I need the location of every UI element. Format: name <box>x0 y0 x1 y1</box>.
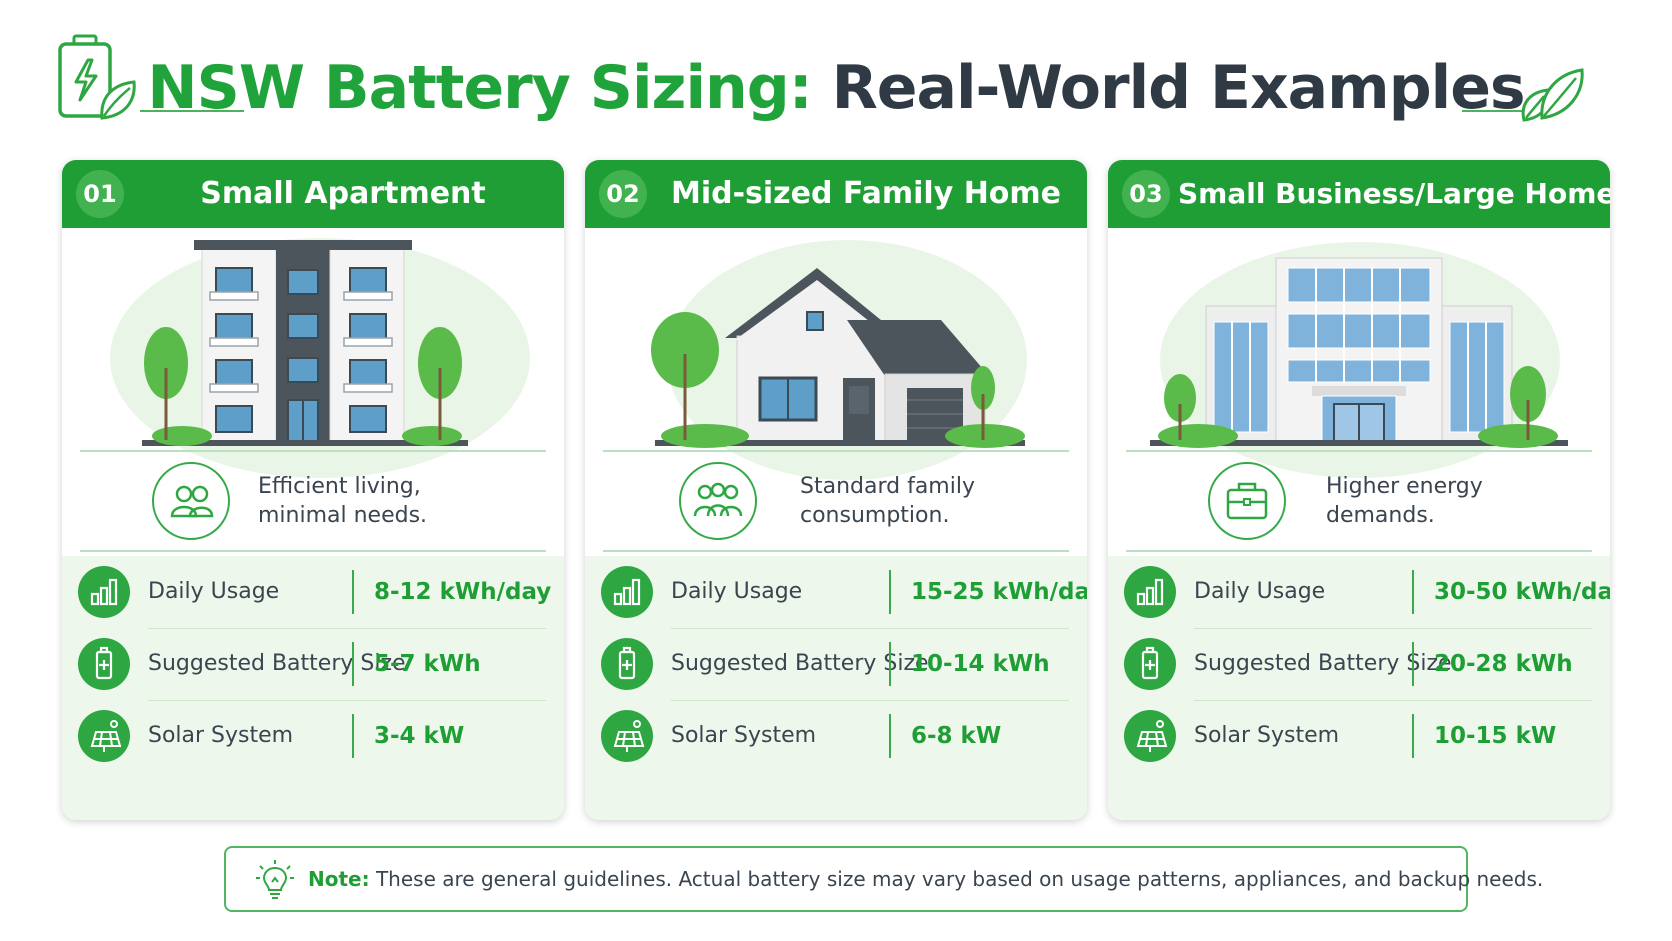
apartment-building-illustration <box>62 228 564 498</box>
card-title: Small Apartment <box>200 176 486 211</box>
row-divider <box>148 700 546 701</box>
lightbulb-icon <box>254 858 296 904</box>
stat-row-battery-size: Suggested Battery Size 5-7 kWh <box>62 628 564 700</box>
description-line-2: demands. <box>1326 503 1435 528</box>
divider <box>80 450 546 452</box>
stat-row-solar-system: Solar System 6-8 kW <box>585 700 1087 772</box>
stat-row-solar-system: Solar System 10-15 kW <box>1108 700 1610 772</box>
card-number: 02 <box>599 170 647 218</box>
header-battery-leaf-icon <box>56 34 138 120</box>
solar-panel-icon <box>1124 710 1176 762</box>
stat-row-daily-usage: Daily Usage 30-50 kWh/day <box>1108 556 1610 628</box>
stat-divider <box>352 714 354 758</box>
battery-icon <box>1124 638 1176 690</box>
stat-row-solar-system: Solar System 3-4 kW <box>62 700 564 772</box>
stat-value: 20-28 kWh <box>1434 651 1573 677</box>
card-header: 01 Small Apartment <box>62 160 564 228</box>
stat-value: 15-25 kWh/day <box>911 579 1087 605</box>
divider <box>603 550 1069 552</box>
bar-chart-icon <box>78 566 130 618</box>
briefcase-icon <box>1208 462 1286 540</box>
header-line-right <box>1462 110 1534 112</box>
stats-panel: Daily Usage 30-50 kWh/day Suggested Batt… <box>1108 556 1610 820</box>
card-description: Standard family consumption. <box>800 472 1060 530</box>
card-number: 01 <box>76 170 124 218</box>
card-title: Mid-sized Family Home <box>670 176 1062 211</box>
card-description: Efficient living, minimal needs. <box>258 472 518 530</box>
stat-row-battery-size: Suggested Battery Size 20-28 kWh <box>1108 628 1610 700</box>
stat-label: Daily Usage <box>1194 579 1326 604</box>
description-line-2: consumption. <box>800 503 950 528</box>
people-icon <box>152 462 230 540</box>
divider <box>1126 450 1592 452</box>
card-header: 02 Mid-sized Family Home <box>585 160 1087 228</box>
stat-divider <box>1412 570 1414 614</box>
stat-label: Daily Usage <box>148 579 280 604</box>
description-line-1: Higher energy <box>1326 474 1483 499</box>
description-line-1: Efficient living, <box>258 474 421 499</box>
stat-row-battery-size: Suggested Battery Size 10-14 kWh <box>585 628 1087 700</box>
stat-row-daily-usage: Daily Usage 8-12 kWh/day <box>62 556 564 628</box>
solar-panel-icon <box>78 710 130 762</box>
stat-divider <box>889 570 891 614</box>
row-divider <box>148 628 546 629</box>
divider <box>1126 550 1592 552</box>
stat-row-daily-usage: Daily Usage 15-25 kWh/day <box>585 556 1087 628</box>
stat-value: 30-50 kWh/day <box>1434 579 1610 605</box>
stat-value: 10-15 kW <box>1434 723 1557 749</box>
stat-label: Solar System <box>148 723 294 748</box>
stats-panel: Daily Usage 8-12 kWh/day Suggested Batte… <box>62 556 564 820</box>
card-mid-sized-family-home: 02 Mid-sized Family Home <box>585 160 1087 820</box>
note-text: Note: These are general guidelines. Actu… <box>308 848 1543 910</box>
battery-icon <box>78 638 130 690</box>
bar-chart-icon <box>601 566 653 618</box>
stat-divider <box>1412 642 1414 686</box>
stat-value: 10-14 kWh <box>911 651 1050 677</box>
stat-label: Solar System <box>671 723 817 748</box>
card-small-business-large-home: 03 Small Business/Large Home <box>1108 160 1610 820</box>
card-description: Higher energy demands. <box>1326 472 1586 530</box>
stat-label: Solar System <box>1194 723 1340 748</box>
row-divider <box>1194 628 1592 629</box>
stat-value: 5-7 kWh <box>374 651 481 677</box>
description-line-1: Standard family <box>800 474 975 499</box>
note-box: Note: These are general guidelines. Actu… <box>224 846 1543 912</box>
divider <box>80 550 546 552</box>
header-leaves-icon <box>1516 66 1586 124</box>
row-divider <box>1194 700 1592 701</box>
card-number: 03 <box>1122 170 1170 218</box>
stat-divider <box>1412 714 1414 758</box>
note-body: These are general guidelines. Actual bat… <box>369 867 1544 891</box>
page-title-dark: Real-World Examples <box>831 53 1526 123</box>
office-building-illustration <box>1108 228 1610 498</box>
card-title: Small Business/Large Home <box>1178 177 1610 210</box>
family-icon <box>679 462 757 540</box>
card-header: 03 Small Business/Large Home <box>1108 160 1610 228</box>
stat-label: Suggested Battery Size <box>671 651 929 676</box>
stat-label: Daily Usage <box>671 579 803 604</box>
family-house-illustration <box>585 228 1087 498</box>
row-divider <box>671 700 1069 701</box>
solar-panel-icon <box>601 710 653 762</box>
battery-icon <box>601 638 653 690</box>
divider <box>603 450 1069 452</box>
stat-label: Suggested Battery Size <box>148 651 406 676</box>
stat-divider <box>352 570 354 614</box>
stat-value: 3-4 kW <box>374 723 465 749</box>
description-line-2: minimal needs. <box>258 503 428 528</box>
stat-value: 8-12 kWh/day <box>374 579 552 605</box>
row-divider <box>671 628 1069 629</box>
stat-divider <box>889 642 891 686</box>
stat-divider <box>889 714 891 758</box>
stat-value: 6-8 kW <box>911 723 1002 749</box>
card-small-apartment: 01 Small Apartment <box>62 160 564 820</box>
header-line-left <box>140 110 244 112</box>
bar-chart-icon <box>1124 566 1176 618</box>
stat-label: Suggested Battery Size <box>1194 651 1452 676</box>
stats-panel: Daily Usage 15-25 kWh/day Suggested Batt… <box>585 556 1087 820</box>
page-title: NSW Battery Sizing: Real-World Examples <box>0 48 1672 128</box>
note-label: Note: <box>308 867 370 891</box>
stat-divider <box>352 642 354 686</box>
page-title-green: NSW Battery Sizing: <box>147 53 812 123</box>
